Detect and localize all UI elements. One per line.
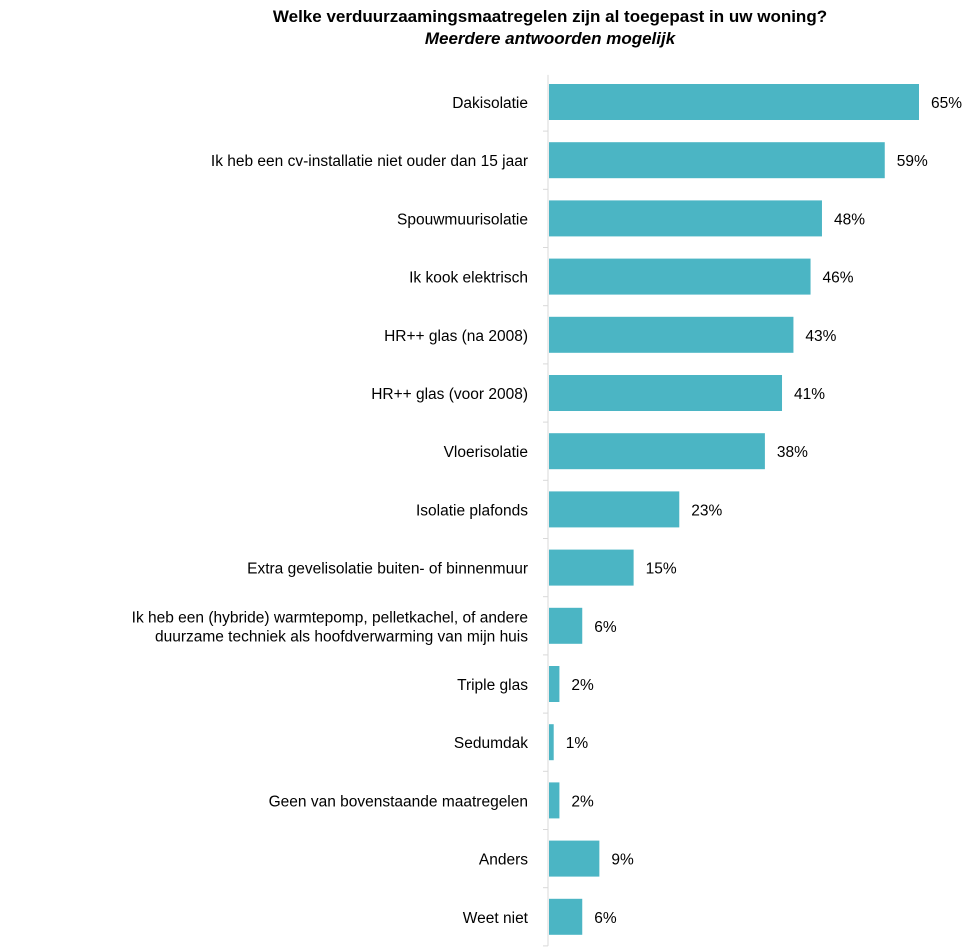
category-label-line: Spouwmuurisolatie (397, 211, 528, 228)
data-label: 38% (777, 444, 808, 461)
data-label: 6% (594, 619, 617, 636)
category-label-line: Isolatie plafonds (416, 502, 528, 519)
category-label-line: Vloerisolatie (444, 444, 528, 461)
category-label: Triple glas (457, 677, 528, 694)
data-label: 2% (571, 677, 594, 694)
data-label: 59% (897, 153, 928, 170)
category-label: Weet niet (463, 910, 529, 927)
category-label: Ik heb een cv-installatie niet ouder dan… (211, 153, 528, 170)
category-label: Geen van bovenstaande maatregelen (269, 793, 528, 810)
category-label-line: Anders (479, 852, 528, 869)
category-label-line: duurzame techniek als hoofdverwarming va… (155, 628, 528, 645)
category-label: HR++ glas (voor 2008) (371, 386, 528, 403)
bar (549, 491, 680, 528)
category-label-line: Ik heb een cv-installatie niet ouder dan… (211, 153, 528, 170)
data-label: 41% (794, 386, 825, 403)
bar (549, 316, 794, 353)
bar (549, 666, 560, 702)
category-label: Isolatie plafonds (416, 502, 528, 519)
category-label-line: Sedumdak (454, 735, 528, 752)
category-label: Dakisolatie (452, 95, 528, 112)
data-label: 2% (571, 793, 594, 810)
category-label-line: HR++ glas (na 2008) (384, 328, 528, 345)
bar (549, 898, 583, 935)
category-label-line: Dakisolatie (452, 95, 528, 112)
data-label: 15% (646, 561, 677, 578)
data-label: 6% (594, 910, 617, 927)
data-label: 9% (611, 852, 634, 869)
bar (549, 200, 822, 237)
bar (549, 258, 811, 295)
bar (549, 375, 783, 411)
chart-subtitle: Meerdere antwoorden mogelijk (424, 29, 676, 48)
category-label-line: Ik kook elektrisch (409, 270, 528, 287)
category-label: Anders (479, 852, 528, 869)
data-label: 1% (566, 735, 589, 752)
data-label: 48% (834, 211, 865, 228)
category-label-line: Extra gevelisolatie buiten- of binnenmuu… (247, 561, 528, 578)
category-label: HR++ glas (na 2008) (384, 328, 528, 345)
category-label: Spouwmuurisolatie (397, 211, 528, 228)
category-label: Sedumdak (454, 735, 528, 752)
bar (549, 724, 554, 761)
category-label: Ik heb een (hybride) warmtepomp, pelletk… (132, 609, 529, 645)
data-label: 23% (691, 502, 722, 519)
bar (549, 840, 600, 877)
bar (549, 607, 583, 644)
category-label: Ik kook elektrisch (409, 270, 528, 287)
data-label: 43% (805, 328, 836, 345)
bar (549, 84, 919, 120)
data-label: 65% (931, 95, 962, 112)
category-label-line: Weet niet (463, 910, 529, 927)
category-label-line: Triple glas (457, 677, 528, 694)
chart-title: Welke verduurzaamingsmaatregelen zijn al… (272, 7, 828, 26)
category-label-line: Ik heb een (hybride) warmtepomp, pelletk… (132, 609, 528, 626)
bar (549, 142, 885, 179)
category-label-line: Geen van bovenstaande maatregelen (269, 793, 528, 810)
category-label-line: HR++ glas (voor 2008) (371, 386, 528, 403)
bar (549, 433, 765, 470)
category-label: Vloerisolatie (444, 444, 528, 461)
bar (549, 549, 634, 586)
category-label: Extra gevelisolatie buiten- of binnenmuu… (247, 561, 528, 578)
data-label: 46% (823, 270, 854, 287)
bar (549, 782, 560, 819)
